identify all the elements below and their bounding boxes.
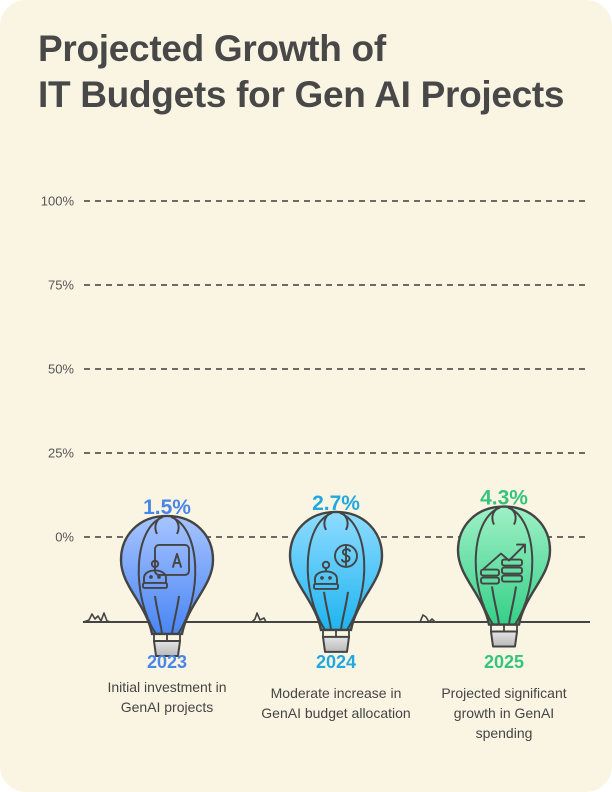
balloon-2023 <box>119 514 215 657</box>
balloon-gore <box>491 586 517 625</box>
balloon-basket <box>153 639 181 657</box>
y-tick-label: 0% <box>55 530 74 545</box>
balloon-gore <box>341 512 349 531</box>
value-label: 2.7% <box>312 492 360 515</box>
balloon-2025 <box>456 505 552 648</box>
category-description: Moderate increase in GenAI budget alloca… <box>261 685 411 721</box>
y-tick-label: 50% <box>48 362 74 377</box>
category-description: Projected significant growth in GenAI sp… <box>441 685 567 741</box>
grass-tuft <box>82 612 112 623</box>
balloon-gore <box>339 511 366 631</box>
category-description: Initial investment in GenAI projects <box>107 679 227 715</box>
grass-tuft <box>419 614 439 623</box>
y-tick-label: 100% <box>41 194 75 209</box>
grass-tuft <box>251 612 267 623</box>
balloon-gore <box>323 591 349 631</box>
category-2024: 2024 Moderate increase in GenAI budget al… <box>251 651 421 723</box>
value-label: 1.5% <box>143 496 191 519</box>
balloon-gore <box>154 516 162 535</box>
category-2025: 2025 Projected significant growth in GenA… <box>419 651 589 743</box>
balloon-gore <box>323 512 331 531</box>
balloon-gore <box>491 506 499 525</box>
balloons <box>119 505 552 657</box>
balloon-gore <box>172 516 180 535</box>
balloon-gore <box>507 506 534 626</box>
balloon-gore <box>137 516 164 635</box>
title-line-2: IT Budgets for Gen AI Projects <box>38 74 565 115</box>
category-year: 2024 <box>315 652 357 672</box>
balloon-basket <box>490 630 518 648</box>
category-year: 2025 <box>483 652 525 672</box>
balloon-gore <box>306 511 333 631</box>
title-line-1: Projected Growth of <box>38 28 386 69</box>
balloon-gore <box>170 516 197 635</box>
robot-dollar-icon <box>313 543 358 590</box>
page-title: Projected Growth of IT Budgets for Gen A… <box>38 26 565 118</box>
balloon-2024 <box>288 510 384 653</box>
value-label: 4.3% <box>480 487 528 510</box>
value-labels: 1.5% 2.7% 4.3% <box>143 487 528 519</box>
balloon-basket <box>322 635 350 653</box>
balloon-gore <box>509 506 517 525</box>
category-2023: 2023 Initial investment in GenAI projects <box>82 651 252 717</box>
balloon-gore <box>474 506 501 626</box>
growth-coins-icon <box>480 543 526 585</box>
robot-presentation-icon <box>142 544 190 589</box>
balloon-envelope <box>288 510 384 632</box>
y-tick-label: 75% <box>48 278 74 293</box>
balloon-gore <box>154 595 180 635</box>
y-tick-label: 25% <box>48 446 74 461</box>
category-year: 2023 <box>146 652 188 672</box>
